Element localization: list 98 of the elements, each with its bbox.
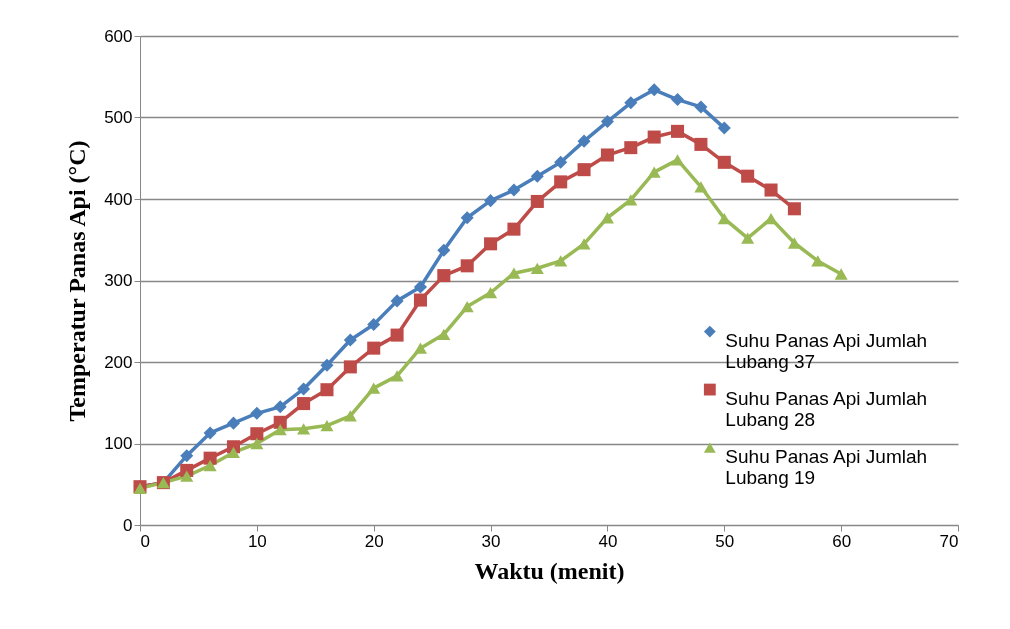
point	[717, 155, 731, 169]
y-tick-label: 300	[104, 271, 133, 290]
point	[297, 382, 311, 396]
point	[717, 212, 731, 225]
point	[320, 419, 334, 432]
point	[320, 383, 334, 397]
point	[834, 268, 848, 280]
y-tick-label: 0	[123, 515, 133, 535]
point	[600, 115, 614, 129]
point	[203, 451, 217, 465]
point	[530, 169, 544, 183]
point	[203, 426, 217, 440]
point	[250, 427, 264, 441]
x-tick-label: 60	[832, 531, 852, 551]
point	[343, 410, 357, 422]
x-tick-label: 20	[364, 531, 384, 551]
point	[460, 300, 474, 313]
point	[297, 397, 311, 411]
legend-label: Suhu Panas Api Jumlah Lubang 28	[725, 387, 928, 430]
x-tick-label: 0	[140, 531, 150, 551]
point	[437, 269, 451, 283]
y-tick-label: 100	[104, 434, 133, 453]
point	[530, 262, 544, 274]
point	[297, 423, 311, 435]
point	[530, 194, 544, 208]
point	[764, 212, 778, 225]
point	[367, 317, 381, 332]
point	[811, 255, 825, 267]
point	[624, 141, 638, 155]
point	[600, 212, 614, 224]
legend-label: Suhu Panas Api Jumlah Lubang 37	[725, 329, 928, 372]
y-tick-label: 400	[104, 189, 133, 209]
point	[694, 137, 708, 151]
point	[694, 181, 708, 193]
point	[320, 358, 334, 372]
point	[671, 93, 685, 107]
point	[250, 437, 264, 450]
point	[647, 166, 661, 178]
point	[741, 169, 755, 183]
point	[390, 328, 404, 342]
point	[624, 194, 638, 206]
point	[460, 211, 474, 225]
point	[787, 237, 801, 249]
point	[437, 328, 451, 340]
point	[577, 238, 591, 250]
point	[577, 163, 591, 177]
point	[390, 370, 404, 382]
point	[367, 382, 381, 394]
point	[507, 267, 521, 279]
x-tick-label: 30	[481, 531, 501, 551]
point	[671, 154, 685, 166]
x-tick-label: 50	[715, 531, 735, 551]
point	[343, 360, 357, 374]
point	[647, 130, 661, 144]
point	[180, 470, 194, 482]
point	[180, 449, 194, 463]
point	[273, 415, 287, 429]
point	[273, 424, 287, 436]
point	[764, 183, 778, 197]
point	[624, 96, 638, 110]
point	[577, 134, 591, 148]
point	[413, 280, 427, 294]
point	[484, 287, 498, 299]
point	[484, 194, 498, 208]
point	[390, 294, 404, 308]
y-axis-title: Temperatur Panas Api (°C)	[64, 140, 91, 422]
point	[787, 202, 801, 216]
y-tick-label: 200	[104, 352, 133, 372]
point	[460, 259, 474, 273]
x-tick-label: 70	[939, 531, 959, 551]
point	[507, 222, 521, 236]
point	[554, 255, 568, 267]
point	[203, 459, 217, 472]
point	[367, 341, 381, 355]
point	[437, 243, 451, 257]
x-axis-title: Waktu (menit)	[474, 557, 625, 584]
point	[647, 83, 661, 97]
x-tick-label: 10	[247, 531, 267, 551]
point	[226, 446, 240, 459]
point	[717, 121, 731, 135]
point	[250, 406, 264, 420]
point	[554, 155, 568, 169]
x-tick-label: 40	[598, 531, 618, 551]
legend-label: Suhu Panas Api Jumlah Lubang 19	[725, 445, 928, 488]
point	[343, 333, 357, 347]
point	[484, 237, 498, 251]
point	[741, 232, 755, 244]
point	[600, 148, 614, 162]
point	[413, 342, 427, 354]
point	[226, 416, 240, 430]
point	[507, 183, 521, 197]
point	[554, 175, 568, 189]
y-tick-label: 600	[104, 26, 133, 46]
point	[694, 100, 708, 114]
point	[413, 293, 427, 307]
y-tick-label: 500	[104, 108, 133, 127]
point	[273, 400, 287, 414]
point	[671, 124, 685, 138]
